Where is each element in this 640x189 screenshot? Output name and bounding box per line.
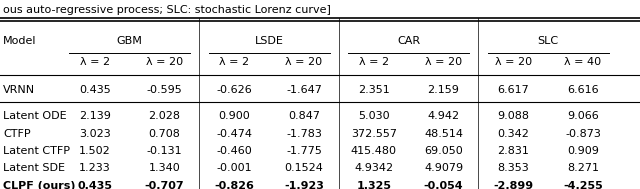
Text: 0.708: 0.708 xyxy=(148,129,180,139)
Text: 0.909: 0.909 xyxy=(567,146,599,156)
Text: 0.342: 0.342 xyxy=(497,129,529,139)
Text: -4.255: -4.255 xyxy=(563,181,603,189)
Text: ous auto-regressive process; SLC: stochastic Lorenz curve]: ous auto-regressive process; SLC: stocha… xyxy=(3,5,331,15)
Text: -0.707: -0.707 xyxy=(145,181,184,189)
Text: 4.942: 4.942 xyxy=(428,111,460,121)
Text: 2.351: 2.351 xyxy=(358,85,390,95)
Text: 2.831: 2.831 xyxy=(497,146,529,156)
Text: 1.325: 1.325 xyxy=(356,181,391,189)
Text: 0.435: 0.435 xyxy=(79,85,111,95)
Text: 1.502: 1.502 xyxy=(79,146,111,156)
Text: 0.435: 0.435 xyxy=(77,181,112,189)
Text: 2.139: 2.139 xyxy=(79,111,111,121)
Text: λ = 20: λ = 20 xyxy=(495,57,532,67)
Text: -1.775: -1.775 xyxy=(286,146,322,156)
Text: 2.028: 2.028 xyxy=(148,111,180,121)
Text: 0.900: 0.900 xyxy=(218,111,250,121)
Text: -0.626: -0.626 xyxy=(216,85,252,95)
Text: CAR: CAR xyxy=(397,36,420,46)
Text: 4.9342: 4.9342 xyxy=(354,163,394,174)
Text: 415.480: 415.480 xyxy=(351,146,397,156)
Text: -2.899: -2.899 xyxy=(493,181,533,189)
Text: -0.460: -0.460 xyxy=(216,146,252,156)
Text: Latent ODE: Latent ODE xyxy=(3,111,67,121)
Text: 69.050: 69.050 xyxy=(424,146,463,156)
Text: 1.340: 1.340 xyxy=(148,163,180,174)
Text: λ = 20: λ = 20 xyxy=(425,57,462,67)
Text: -0.131: -0.131 xyxy=(147,146,182,156)
Text: -0.001: -0.001 xyxy=(216,163,252,174)
Text: 6.616: 6.616 xyxy=(567,85,599,95)
Text: 0.847: 0.847 xyxy=(288,111,320,121)
Text: λ = 40: λ = 40 xyxy=(564,57,602,67)
Text: 3.023: 3.023 xyxy=(79,129,111,139)
Text: SLC: SLC xyxy=(538,36,559,46)
Text: GBM: GBM xyxy=(116,36,143,46)
Text: 8.353: 8.353 xyxy=(497,163,529,174)
Text: λ = 20: λ = 20 xyxy=(285,57,323,67)
Text: 6.617: 6.617 xyxy=(497,85,529,95)
Text: CLPF (ours): CLPF (ours) xyxy=(3,181,76,189)
Text: 8.271: 8.271 xyxy=(567,163,599,174)
Text: λ = 2: λ = 2 xyxy=(219,57,250,67)
Text: -0.826: -0.826 xyxy=(214,181,254,189)
Text: -1.783: -1.783 xyxy=(286,129,322,139)
Text: Latent CTFP: Latent CTFP xyxy=(3,146,70,156)
Text: λ = 20: λ = 20 xyxy=(146,57,183,67)
Text: Latent SDE: Latent SDE xyxy=(3,163,65,174)
Text: 4.9079: 4.9079 xyxy=(424,163,463,174)
Text: CTFP: CTFP xyxy=(3,129,31,139)
Text: 5.030: 5.030 xyxy=(358,111,390,121)
Text: λ = 2: λ = 2 xyxy=(358,57,389,67)
Text: -1.647: -1.647 xyxy=(286,85,322,95)
Text: 9.088: 9.088 xyxy=(497,111,529,121)
Text: Model: Model xyxy=(3,36,36,46)
Text: 9.066: 9.066 xyxy=(567,111,599,121)
Text: -0.595: -0.595 xyxy=(147,85,182,95)
Text: 372.557: 372.557 xyxy=(351,129,397,139)
Text: 48.514: 48.514 xyxy=(424,129,463,139)
Text: -0.474: -0.474 xyxy=(216,129,252,139)
Text: -0.873: -0.873 xyxy=(565,129,601,139)
Text: 0.1524: 0.1524 xyxy=(285,163,323,174)
Text: -1.923: -1.923 xyxy=(284,181,324,189)
Text: -0.054: -0.054 xyxy=(424,181,463,189)
Text: 2.159: 2.159 xyxy=(428,85,460,95)
Text: LSDE: LSDE xyxy=(255,36,284,46)
Text: VRNN: VRNN xyxy=(3,85,35,95)
Text: λ = 2: λ = 2 xyxy=(79,57,110,67)
Text: 1.233: 1.233 xyxy=(79,163,111,174)
